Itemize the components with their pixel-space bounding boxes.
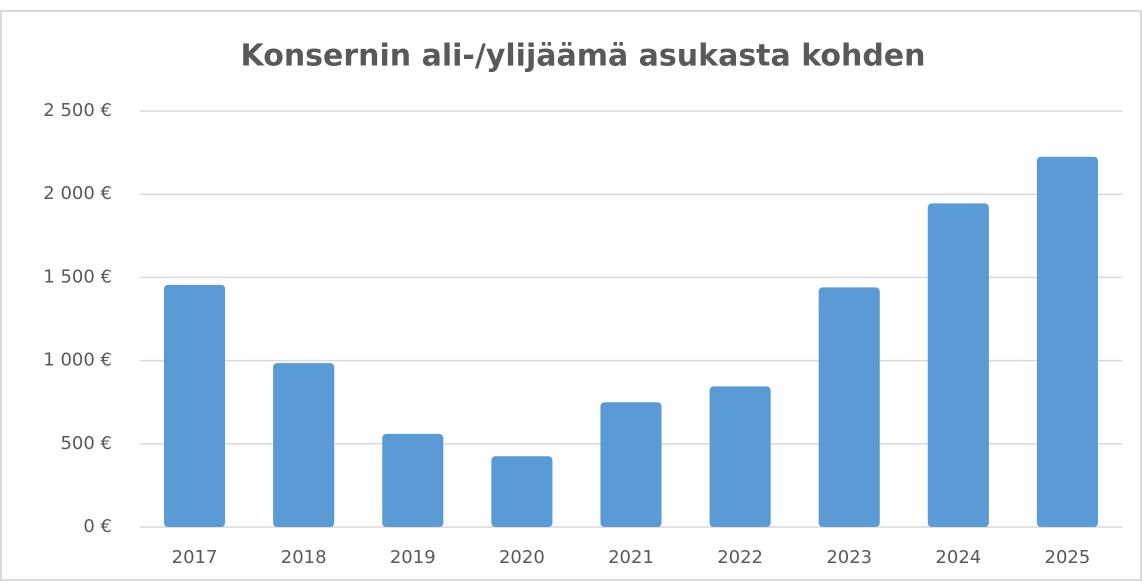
bar <box>1036 156 1098 527</box>
bar <box>382 433 444 527</box>
y-tick-label: 0 € <box>83 516 112 537</box>
y-tick-label: 2 000 € <box>43 183 112 204</box>
bar <box>709 386 771 527</box>
x-tick-label: 2023 <box>826 547 872 568</box>
x-tick-label: 2017 <box>172 547 218 568</box>
x-tick-label: 2024 <box>935 547 981 568</box>
bar <box>927 203 989 528</box>
y-tick-label: 1 500 € <box>43 266 112 287</box>
x-tick-label: 2019 <box>390 547 436 568</box>
x-tick-label: 2018 <box>281 547 327 568</box>
x-tick-label: 2021 <box>608 547 654 568</box>
y-tick-label: 1 000 € <box>43 350 112 371</box>
y-tick-label: 2 500 € <box>43 100 112 121</box>
bar <box>273 363 335 527</box>
y-tick-label: 500 € <box>60 433 112 454</box>
bar <box>164 284 226 527</box>
chart-title: Konsernin ali-/ylijäämä asukasta kohden <box>240 39 925 74</box>
x-tick-label: 2020 <box>499 547 545 568</box>
bar <box>600 402 662 527</box>
bar <box>491 456 553 527</box>
bar <box>818 287 880 527</box>
x-tick-label: 2025 <box>1045 547 1091 568</box>
x-tick-label: 2022 <box>717 547 763 568</box>
